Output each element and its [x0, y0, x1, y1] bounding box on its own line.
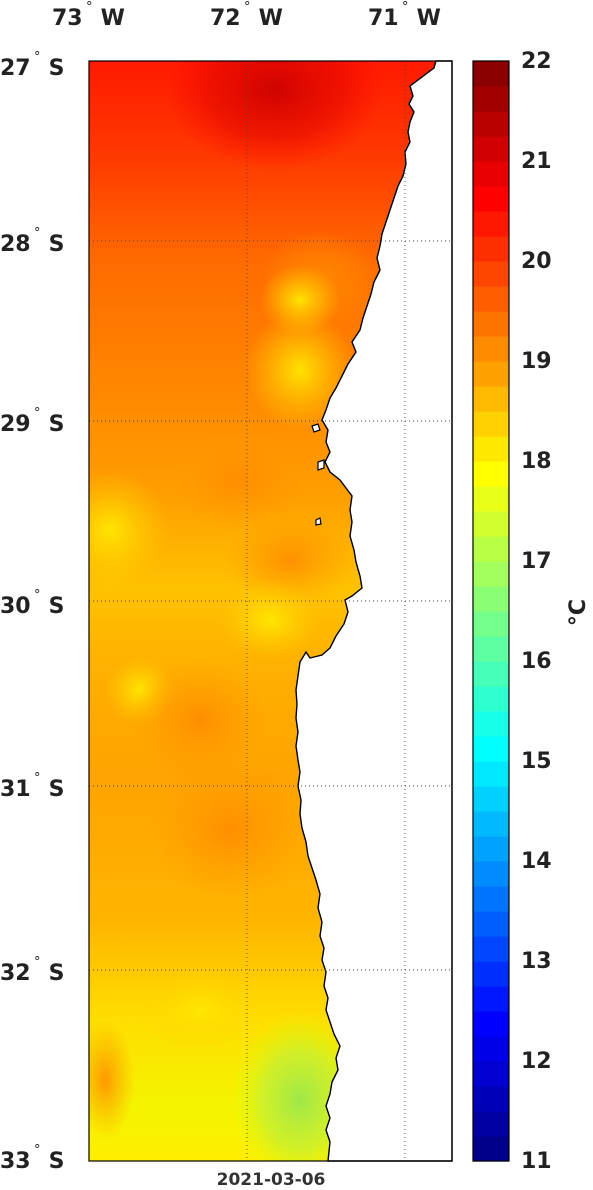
colorbar-tick-label: 22: [521, 49, 552, 74]
colorbar-swatch: [473, 311, 509, 337]
colorbar-swatch: [473, 361, 509, 387]
colorbar-frame: [472, 60, 510, 1162]
colorbar-tick-label: 12: [521, 1049, 552, 1074]
colorbar-swatch: [473, 811, 509, 837]
lat-tick-label: 30 ° S: [0, 588, 65, 619]
map-frame: [88, 60, 453, 1162]
lat-tick-label: 32 ° S: [0, 955, 65, 986]
lat-tick-label: 33 ° S: [0, 1143, 65, 1174]
lat-tick-label: 27 ° S: [0, 50, 65, 81]
lon-tick-label: 72 ° W: [210, 0, 283, 31]
colorbar-swatch: [473, 1011, 509, 1037]
colorbar-tick-label: 18: [521, 449, 552, 474]
colorbar-swatch: [473, 786, 509, 812]
map-date-label: 2021-03-06: [216, 1170, 326, 1190]
colorbar-swatch: [473, 86, 509, 112]
colorbar-swatch: [473, 236, 509, 262]
lat-tick-label: 31 ° S: [0, 771, 65, 802]
colorbar-swatch: [473, 636, 509, 662]
colorbar-swatch: [473, 336, 509, 362]
colorbar-swatch: [473, 1086, 509, 1112]
colorbar-tick-label: 19: [521, 349, 552, 374]
colorbar-swatch: [473, 61, 509, 87]
colorbar-swatch: [473, 511, 509, 537]
colorbar-swatch: [473, 686, 509, 712]
colorbar-swatch: [473, 136, 509, 162]
colorbar-swatch: [473, 411, 509, 437]
colorbar-swatch: [473, 436, 509, 462]
colorbar-swatch: [473, 961, 509, 987]
colorbar-swatch: [473, 886, 509, 912]
colorbar-swatch: [473, 861, 509, 887]
colorbar-tick-label: 16: [521, 649, 552, 674]
colorbar-tick-label: 20: [521, 249, 552, 274]
colorbar-unit-label: °C: [566, 598, 592, 627]
colorbar-swatch: [473, 211, 509, 237]
grid-lines: [89, 61, 452, 1161]
colorbar-tick-label: 21: [521, 149, 552, 174]
colorbar-swatch: [473, 711, 509, 737]
colorbar: [473, 61, 509, 1162]
lat-tick-label: 29 ° S: [0, 406, 65, 437]
colorbar-swatch: [473, 261, 509, 287]
colorbar-swatch: [473, 911, 509, 937]
colorbar-swatch: [473, 836, 509, 862]
colorbar-swatch: [473, 1061, 509, 1087]
colorbar-swatch: [473, 561, 509, 587]
colorbar-swatch: [473, 986, 509, 1012]
island: [317, 459, 325, 471]
colorbar-swatch: [473, 1036, 509, 1062]
colorbar-swatch: [473, 536, 509, 562]
colorbar-tick-label: 11: [521, 1149, 552, 1174]
lon-tick-label: 71 ° W: [368, 0, 441, 31]
colorbar-swatch: [473, 586, 509, 612]
colorbar-swatch: [473, 286, 509, 312]
colorbar-swatch: [473, 1136, 509, 1162]
colorbar-tick-label: 15: [521, 749, 552, 774]
colorbar-swatch: [473, 936, 509, 962]
colorbar-swatch: [473, 761, 509, 787]
colorbar-tick-label: 13: [521, 949, 552, 974]
colorbar-swatch: [473, 661, 509, 687]
island: [315, 517, 322, 526]
land-area: [295, 60, 453, 1162]
colorbar-swatch: [473, 1111, 509, 1137]
island: [311, 423, 321, 433]
colorbar-swatch: [473, 386, 509, 412]
colorbar-tick-label: 14: [521, 849, 552, 874]
colorbar-swatch: [473, 461, 509, 487]
colorbar-swatch: [473, 161, 509, 187]
colorbar-tick-label: 17: [521, 549, 552, 574]
colorbar-swatch: [473, 736, 509, 762]
colorbar-swatch: [473, 111, 509, 137]
colorbar-swatch: [473, 486, 509, 512]
colorbar-swatch: [473, 186, 509, 212]
lat-tick-label: 28 ° S: [0, 226, 65, 257]
lon-tick-label: 73 ° W: [52, 0, 125, 31]
colorbar-swatch: [473, 611, 509, 637]
